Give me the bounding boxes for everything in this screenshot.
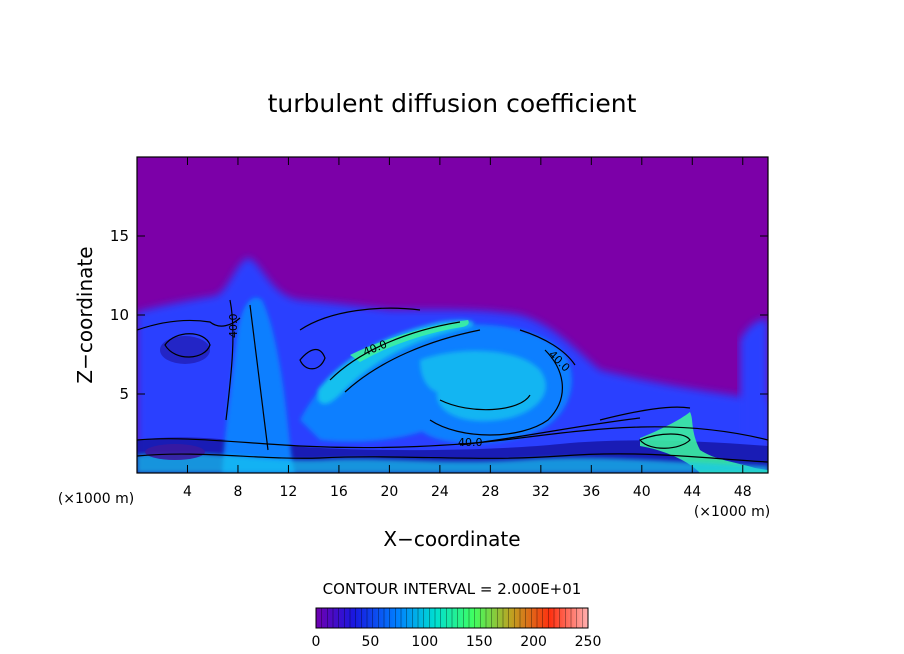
x-tick-label: 32 bbox=[532, 484, 550, 500]
colorbar-tick-label: 0 bbox=[312, 634, 321, 650]
chart-title: turbulent diffusion coefficient bbox=[268, 89, 637, 118]
y-axis-title: Z−coordinate bbox=[73, 246, 97, 383]
field-vortex-core bbox=[420, 350, 546, 422]
field-bottom-band bbox=[137, 453, 768, 473]
field-column bbox=[222, 297, 296, 473]
x-unit-label-left: (×1000 m) bbox=[58, 491, 134, 507]
y-tick-label: 5 bbox=[119, 385, 129, 403]
x-tick-label: 8 bbox=[233, 484, 242, 500]
field-green-upper bbox=[350, 320, 469, 362]
x-tick-label: 24 bbox=[431, 484, 449, 500]
y-tick-label: 10 bbox=[110, 306, 129, 324]
x-tick-label: 12 bbox=[280, 484, 298, 500]
x-axis-title: X−coordinate bbox=[383, 527, 520, 551]
field-left-dark-blob bbox=[160, 336, 210, 364]
x-tick-label: 44 bbox=[683, 484, 701, 500]
colorbar-tick-label: 150 bbox=[466, 634, 493, 650]
y-axis: 5 10 15 bbox=[110, 227, 768, 403]
field-right-blob bbox=[740, 319, 768, 473]
colorbar-tick-label: 50 bbox=[361, 634, 379, 650]
colorbar-stripes bbox=[321, 608, 583, 628]
colorbar-tick-label: 100 bbox=[411, 634, 438, 650]
contour-label: 40.0 bbox=[227, 314, 240, 339]
x-tick-label: 40 bbox=[633, 484, 651, 500]
x-unit-label-right: (×1000 m) bbox=[694, 504, 770, 520]
colorbar-ticks: 0 50 100 150 200 250 bbox=[312, 634, 602, 650]
contour-interval-label: CONTOUR INTERVAL = 2.000E+01 bbox=[323, 580, 582, 598]
field-bottom-dark-blob bbox=[145, 444, 205, 460]
x-tick-label: 4 bbox=[183, 484, 192, 500]
contour-label: 40.0 bbox=[458, 436, 483, 449]
y-tick-label: 15 bbox=[110, 227, 129, 245]
x-tick-label: 20 bbox=[380, 484, 398, 500]
x-tick-label: 36 bbox=[582, 484, 600, 500]
x-tick-label: 16 bbox=[330, 484, 348, 500]
colorbar-tick-label: 200 bbox=[520, 634, 547, 650]
x-axis: 4 8 12 16 20 24 28 32 36 40 44 48 bbox=[183, 157, 752, 500]
contour-lines bbox=[137, 299, 768, 463]
x-tick-label: 28 bbox=[481, 484, 499, 500]
colorbar-tick-label: 250 bbox=[575, 634, 602, 650]
heatmap-field: 40.0 40.0 40.0 40.0 bbox=[137, 258, 768, 473]
x-tick-label: 48 bbox=[734, 484, 752, 500]
